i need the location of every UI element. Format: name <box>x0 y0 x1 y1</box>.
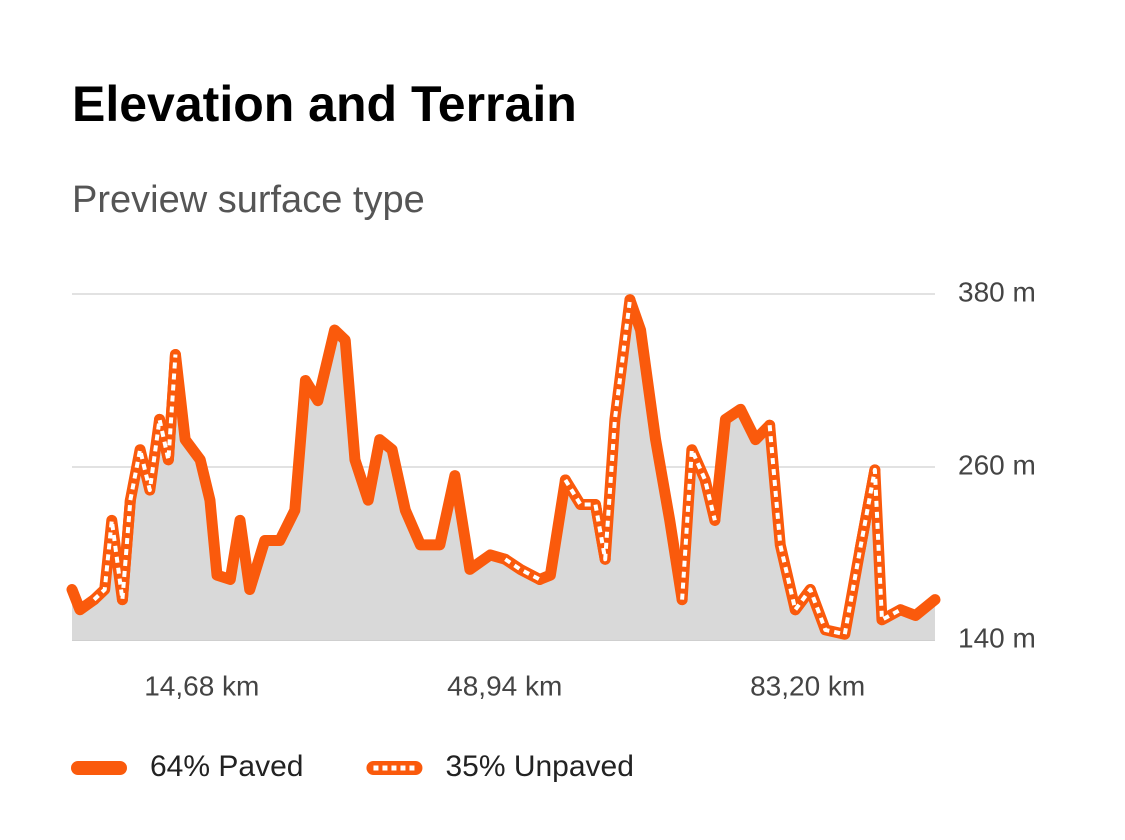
y-tick-label: 260 m <box>958 449 1036 480</box>
x-tick-label: 48,94 km <box>447 670 562 701</box>
x-tick-label: 14,68 km <box>144 670 259 701</box>
surface-line-dash <box>92 299 902 637</box>
chart-subtitle: Preview surface type <box>72 179 425 221</box>
x-tick-label: 83,20 km <box>750 670 865 701</box>
y-tick-label: 380 m <box>958 276 1036 307</box>
legend-label: 35% Unpaved <box>445 750 633 783</box>
elevation-area <box>72 299 935 640</box>
chart-title: Elevation and Terrain <box>72 76 577 132</box>
y-tick-label: 140 m <box>958 622 1036 653</box>
legend-label: 64% Paved <box>150 750 303 783</box>
